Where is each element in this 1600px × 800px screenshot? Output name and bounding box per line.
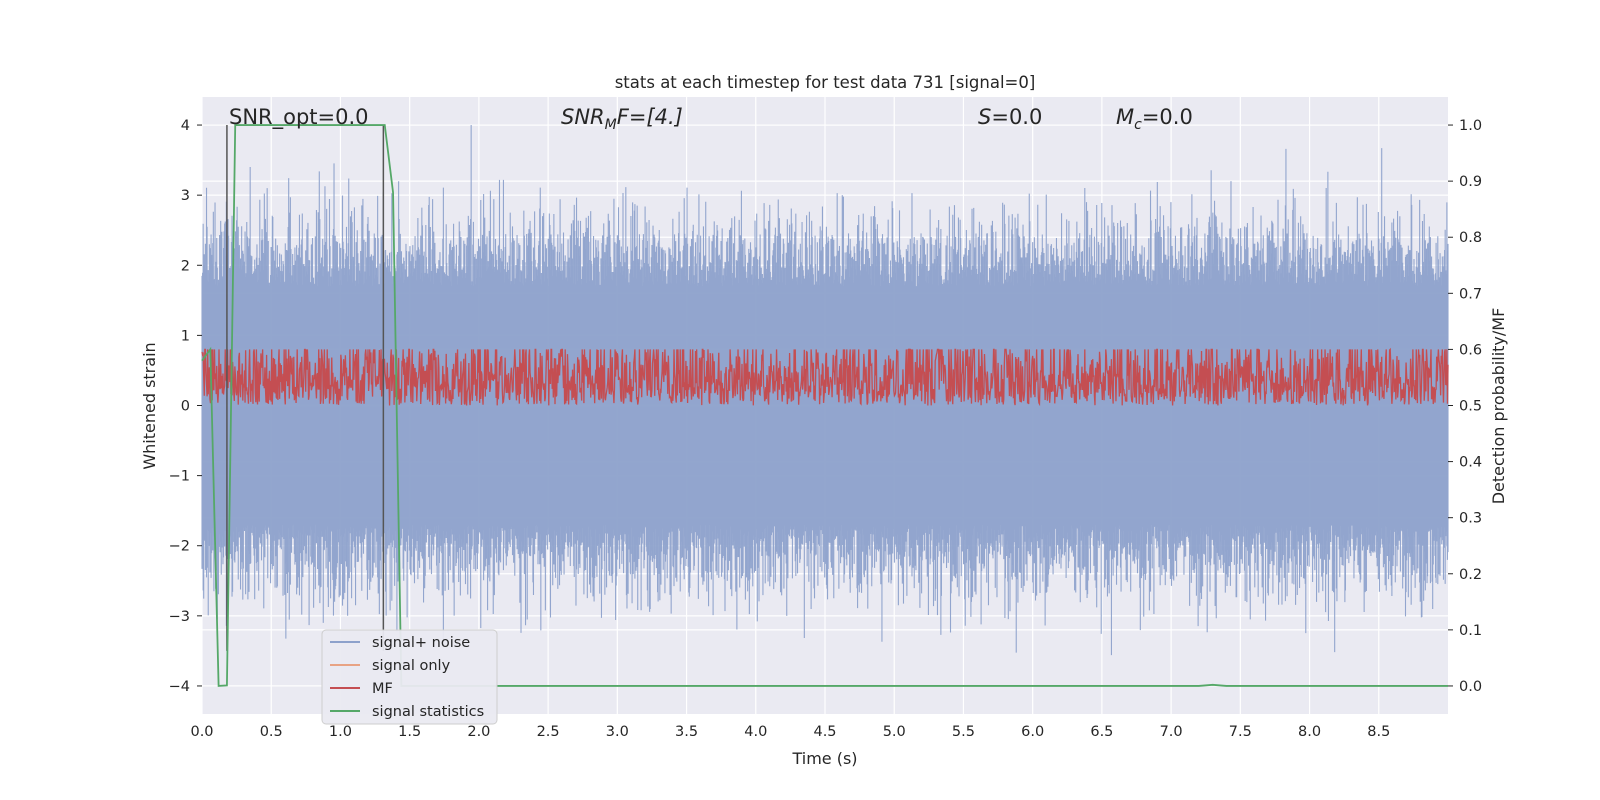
annotation-s-var: S [978, 105, 991, 129]
annotation-s: S=0.0 [978, 105, 1042, 129]
x-tick-label: 2.5 [537, 724, 560, 740]
x-tick-label: 1.0 [329, 724, 352, 740]
mf-line [201, 347, 1449, 407]
x-ticks: 0.0 0.5 1.0 1.5 2.0 2.5 3.0 3.5 4.0 4.5 5.0 5.5 6.0 6… [190, 724, 1390, 740]
x-tick-label: 7.5 [1229, 724, 1252, 740]
annotation-snr-mf-sub: M [605, 117, 617, 133]
x-tick-label: 0.0 [190, 724, 213, 740]
y2-tick-label: 0.7 [1459, 286, 1482, 302]
y-tick-label: 4 [181, 118, 190, 134]
annotation-snr-mf-tail: F=[4.] [617, 105, 683, 129]
y-tick-label: 2 [181, 258, 190, 274]
annotation-mc-sub: c [1134, 117, 1142, 133]
y2-ticks: 1.0 0.9 0.8 0.7 0.6 0.5 0.4 0.3 0.2 0.1 0.0 [1448, 118, 1482, 695]
noise-series [201, 125, 1449, 656]
y-tick-label: −2 [169, 539, 190, 555]
legend-box [321, 629, 498, 725]
y-tick-label: 3 [181, 188, 190, 204]
annotation-mc: Mc=0.0 [1116, 105, 1193, 133]
y2-tick-label: 0.8 [1459, 230, 1482, 246]
y-tick-label: −1 [169, 469, 190, 485]
legend-label-signal-only: signal only [372, 658, 451, 674]
vertical-markers [226, 125, 385, 651]
y2-tick-label: 0.2 [1459, 567, 1482, 583]
annotation-mc-val: =0.0 [1142, 105, 1193, 129]
x-tick-label: 5.0 [883, 724, 906, 740]
annotation-mc-var: M [1116, 105, 1134, 129]
x-tick-label: 1.5 [398, 724, 421, 740]
y2-tick-label: 0.3 [1459, 511, 1482, 527]
y-tick-label: 0 [181, 399, 190, 415]
y2-tick-label: 1.0 [1459, 118, 1482, 134]
annotation-snr-mf: SNRMF=[4.] [561, 105, 683, 133]
x-tick-label: 6.5 [1090, 724, 1113, 740]
legend-label-mf: MF [372, 681, 393, 697]
y-tick-label: −4 [169, 679, 190, 695]
legend-label-stats: signal statistics [372, 704, 484, 720]
x-tick-label: 3.5 [675, 724, 698, 740]
legend: signal+ noise signal only MF signal stat… [321, 629, 498, 725]
x-tick-label: 0.5 [260, 724, 283, 740]
y-tick-label: −3 [169, 609, 190, 625]
y2-axis-label: Detection probability/MF [1489, 308, 1508, 505]
y2-tick-label: 0.9 [1459, 174, 1482, 190]
x-tick-label: 8.0 [1298, 724, 1321, 740]
mf-series [201, 347, 1449, 407]
y2-tick-label: 0.4 [1459, 455, 1482, 471]
x-tick-label: 6.0 [1021, 724, 1044, 740]
x-axis-label: Time (s) [791, 749, 857, 768]
annotation-snr-mf-base: SNR [561, 105, 605, 129]
x-tick-label: 4.5 [813, 724, 836, 740]
legend-label-noise: signal+ noise [372, 635, 470, 651]
y2-tick-label: 0.5 [1459, 399, 1482, 415]
annotation-s-val: =0.0 [991, 105, 1042, 129]
noise-line [201, 125, 1449, 656]
annotation-snr-opt: SNR_opt=0.0 [229, 105, 369, 130]
x-tick-label: 7.0 [1160, 724, 1183, 740]
chart-title: stats at each timestep for test data 731… [615, 73, 1036, 92]
stats-series [201, 124, 1448, 687]
y2-tick-label: 0.0 [1459, 679, 1482, 695]
y2-tick-label: 0.1 [1459, 623, 1482, 639]
x-tick-label: 3.0 [606, 724, 629, 740]
stats-line [201, 124, 1448, 687]
y-ticks: 4 3 2 1 0 −1 −2 −3 −4 [169, 118, 202, 695]
x-tick-label: 8.5 [1367, 724, 1390, 740]
x-tick-label: 2.0 [467, 724, 490, 740]
x-tick-label: 5.5 [952, 724, 975, 740]
y-tick-label: 1 [181, 328, 190, 344]
y2-tick-label: 0.6 [1459, 342, 1482, 358]
y-axis-label: Whitened strain [140, 342, 159, 469]
x-tick-label: 4.0 [744, 724, 767, 740]
